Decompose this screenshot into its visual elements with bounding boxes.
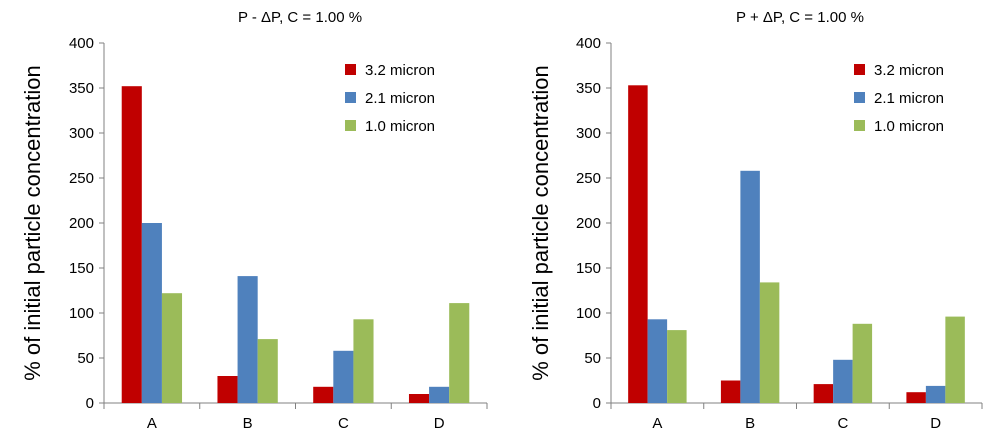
y-tick-label: 0 [593,395,601,412]
y-tick-label: 350 [576,80,601,97]
bar-b-series-3 [759,282,780,403]
x-tick-label: C [338,415,349,432]
bar-a-series-3 [667,330,687,403]
bar-d-series-2 [429,386,450,403]
y-tick-label: 350 [69,80,94,97]
y-tick-label: 250 [576,170,601,187]
chart-panel-2: P + ΔP, C = 1.00 % % of initial particle … [528,9,983,432]
bar-c-series-2 [833,359,853,403]
bar-d-series-1 [906,392,926,403]
y-tick-label: 0 [86,395,94,412]
legend-label: 2.1 micron [874,90,944,107]
legend-label: 1.0 micron [365,118,435,135]
x-tick-label: D [434,415,445,432]
x-tick-label: A [147,415,157,432]
bar-b-series-1 [217,376,238,403]
y-tick-label: 50 [584,350,601,367]
y-tick-label: 300 [576,125,601,142]
legend-label: 3.2 micron [365,62,435,79]
bar-b-series-2 [237,276,258,403]
y-tick-label: 200 [576,215,601,232]
y-tick-label: 400 [69,35,94,52]
x-tick-label: B [243,415,253,432]
y-axis-label: % of initial particle concentration [528,65,553,381]
y-tick-label: 200 [69,215,94,232]
legend-swatch [345,64,356,75]
legend-swatch [345,92,356,103]
legend-label: 1.0 micron [874,118,944,135]
bar-b-series-2 [740,170,760,403]
legend-swatch [854,120,865,131]
bar-a-series-1 [121,86,142,403]
bar-d-series-3 [945,316,965,403]
legend-label: 2.1 micron [365,90,435,107]
bar-a-series-2 [141,223,162,403]
legend-swatch [854,92,865,103]
legend-label: 3.2 micron [874,62,944,79]
y-tick-label: 50 [77,350,94,367]
bar-a-series-3 [161,293,183,403]
x-tick-label: C [837,415,848,432]
x-tick-label: B [745,415,755,432]
chart-title: P - ΔP, C = 1.00 % [238,9,362,26]
y-tick-label: 150 [576,260,601,277]
bar-d-series-1 [408,394,430,403]
bar-c-series-3 [852,323,873,403]
chart-panel-1: P - ΔP, C = 1.00 % % of initial particle … [20,9,488,432]
bar-b-series-1 [720,380,741,403]
y-tick-label: 150 [69,260,94,277]
bar-b-series-3 [257,339,278,403]
bar-d-series-3 [449,303,470,403]
bar-c-series-3 [353,319,374,403]
bar-a-series-1 [628,85,648,404]
bar-c-series-1 [313,386,334,403]
legend-swatch [345,120,356,131]
bar-c-series-2 [333,350,354,403]
y-tick-label: 250 [69,170,94,187]
y-tick-label: 300 [69,125,94,142]
bar-a-series-2 [647,319,668,403]
y-tick-label: 100 [576,305,601,322]
y-tick-label: 100 [69,305,94,322]
y-tick-label: 400 [576,35,601,52]
chart-title: P + ΔP, C = 1.00 % [736,9,864,26]
bar-d-series-2 [925,385,946,403]
x-tick-label: D [930,415,941,432]
legend-swatch [854,64,865,75]
x-tick-label: A [652,415,662,432]
y-axis-label: % of initial particle concentration [20,65,45,381]
bar-c-series-1 [813,384,834,403]
